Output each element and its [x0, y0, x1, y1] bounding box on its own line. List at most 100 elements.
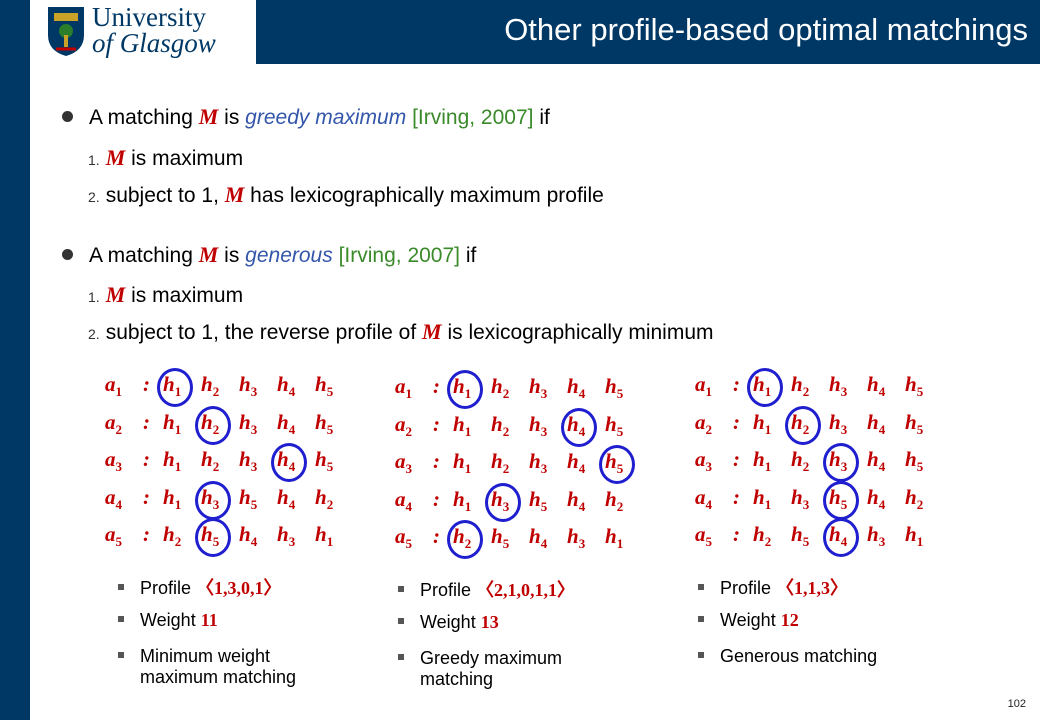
- symbol-letter: a: [395, 486, 406, 511]
- note-value: 11: [200, 610, 218, 630]
- symbol-letter: a: [395, 524, 406, 548]
- symbol-subscript: 3: [578, 536, 586, 552]
- symbol-subscript: 1: [616, 536, 624, 552]
- preference-item: h5: [791, 522, 809, 550]
- slide-header: University of Glasgow Other profile-base…: [0, 0, 1040, 64]
- match-circle: [561, 407, 597, 447]
- symbol-letter: h: [905, 522, 917, 546]
- symbol-subscript: 3: [840, 384, 848, 400]
- note-item: Weight 12: [698, 610, 799, 631]
- note-label-line2: matching: [420, 669, 494, 689]
- symbol-letter: a: [105, 409, 116, 434]
- item-pre: subject to 1, the reverse profile of: [105, 321, 417, 344]
- colon-separator: :: [733, 522, 740, 546]
- preference-item: h2: [905, 485, 923, 513]
- symbol-letter: h: [277, 372, 289, 396]
- symbol-letter: h: [567, 486, 579, 511]
- symbol-letter: h: [277, 522, 289, 546]
- preference-item: h2: [753, 522, 771, 550]
- symbol-subscript: 4: [540, 536, 548, 552]
- symbol-letter: h: [867, 484, 879, 509]
- preference-item: h1: [163, 410, 181, 438]
- note-label: Profile: [720, 578, 777, 598]
- preference-item: h4: [867, 372, 885, 400]
- colon-separator: :: [433, 449, 440, 473]
- preference-item: h5: [491, 524, 509, 552]
- symbol-subscript: 1: [916, 534, 924, 550]
- text-prefix: A matching: [89, 106, 193, 129]
- symbol-subscript: 1: [764, 496, 772, 512]
- symbol-subscript: 2: [174, 534, 182, 550]
- note-item: Generous matching: [698, 646, 877, 667]
- preference-item: h1: [753, 410, 771, 438]
- symbol-subscript: 4: [288, 421, 296, 437]
- match-circle: [785, 405, 821, 445]
- symbol-letter: h: [829, 372, 841, 396]
- agent-label: a3: [395, 449, 412, 477]
- symbol-subscript: 3: [540, 423, 548, 439]
- citation: [Irving, 2007]: [338, 244, 460, 267]
- note-item: Profile 〈2,1,0,1,1〉: [398, 576, 575, 602]
- symbol-subscript: 1: [115, 384, 123, 400]
- colon-separator: :: [143, 372, 150, 396]
- text-suffix: if: [539, 106, 550, 129]
- match-circle: [485, 482, 521, 522]
- symbol-subscript: 2: [764, 534, 772, 550]
- symbol-letter: h: [867, 409, 879, 434]
- preference-item: h1: [163, 485, 181, 513]
- note-label: Weight: [140, 610, 201, 630]
- symbol-subscript: 1: [174, 459, 182, 475]
- preference-item: h2: [163, 522, 181, 550]
- preference-item: h5: [315, 410, 333, 438]
- symbol-letter: h: [905, 484, 917, 509]
- symbol-subscript: 1: [764, 459, 772, 475]
- symbol-letter: h: [605, 411, 617, 436]
- symbol-letter: h: [791, 372, 803, 396]
- preference-item: h1: [453, 487, 471, 515]
- item-number: 1.: [88, 289, 100, 305]
- bullet-greedy-maximum: A matching M is greedy maximum [Irving, …: [62, 104, 550, 130]
- symbol-subscript: 4: [878, 496, 886, 512]
- preference-item: h5: [315, 447, 333, 475]
- symbol-letter: h: [315, 409, 327, 434]
- preference-item: h5: [605, 412, 623, 440]
- symbol-letter: h: [315, 522, 327, 546]
- symbol-subscript: 5: [916, 459, 924, 475]
- match-circle: [447, 520, 483, 559]
- agent-label: a3: [695, 447, 712, 475]
- symbol-subscript: 5: [405, 536, 413, 552]
- symbol-letter: h: [315, 372, 327, 396]
- preference-item: h3: [529, 374, 547, 402]
- preference-item: h5: [315, 372, 333, 400]
- preference-item: h3: [791, 485, 809, 513]
- preference-item: h3: [239, 372, 257, 400]
- symbol-subscript: 4: [878, 459, 886, 475]
- note-value: 〈1,3,0,1〉: [196, 578, 282, 598]
- symbol-letter: a: [695, 447, 706, 471]
- square-bullet-icon: [118, 652, 124, 659]
- colon-separator: :: [143, 447, 150, 471]
- symbol-subscript: 5: [802, 534, 810, 550]
- symbol-letter: h: [491, 524, 503, 548]
- bullet-dot-icon: [62, 110, 73, 122]
- item-text: has lexicographically maximum profile: [250, 184, 604, 207]
- symbol-letter: a: [395, 374, 406, 398]
- symbol-letter: a: [105, 484, 116, 509]
- note-label: Weight: [420, 612, 481, 632]
- note-item: Weight 11: [118, 610, 218, 631]
- symbol-letter: h: [239, 522, 251, 546]
- symbol-subscript: 2: [115, 421, 123, 437]
- sub-item-1: 1. M is maximum: [88, 282, 243, 308]
- symbol-letter: h: [791, 522, 803, 546]
- symbol-subscript: 4: [578, 386, 586, 402]
- symbol-letter: h: [829, 409, 841, 434]
- match-circle: [823, 480, 859, 520]
- preference-item: h2: [315, 485, 333, 513]
- agent-label: a1: [695, 372, 712, 400]
- symbol-subscript: 1: [464, 498, 472, 514]
- preference-item: h2: [491, 449, 509, 477]
- square-bullet-icon: [398, 618, 404, 625]
- symbol-subscript: 2: [502, 461, 510, 477]
- agent-label: a4: [695, 485, 712, 513]
- symbol-letter: h: [867, 522, 879, 546]
